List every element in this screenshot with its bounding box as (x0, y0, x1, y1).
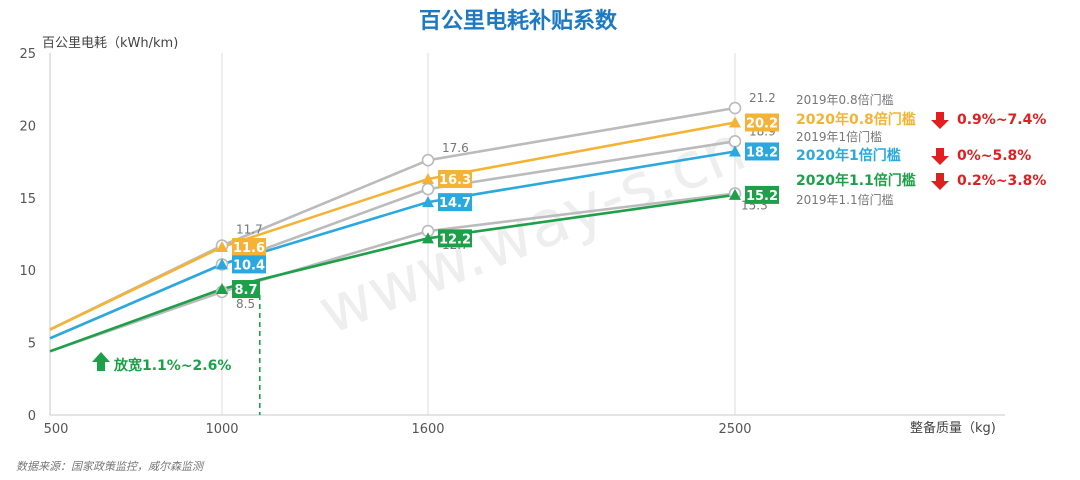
up-arrow-icon (92, 352, 110, 371)
series-point (729, 188, 741, 200)
data-label-box (438, 193, 472, 212)
label-layer: 11.717.621.210.415.618.98.512.715.311.61… (232, 91, 779, 311)
y-axis-title: 百公里电耗（kWh/km) (42, 36, 178, 51)
change-label: 0%~5.8% (957, 148, 1031, 164)
y-tick-label: 5 (28, 337, 36, 352)
data-label: 18.2 (746, 145, 778, 160)
change-label: 0.9%~7.4% (957, 112, 1046, 128)
y-tick-label: 15 (19, 192, 36, 207)
x-tick-label: 500 (44, 422, 69, 437)
legend-layer: 2019年0.8倍门槛 2020年0.8倍门槛 0.9%~7.4% 2019年1倍门槛… (796, 92, 1046, 207)
series-name-label: 2019年1.1倍门槛 (796, 192, 894, 207)
relax-note-group: 放宽1.1%~2.6% (92, 352, 231, 374)
data-label: 8.5 (236, 297, 255, 311)
series-point (216, 241, 228, 253)
data-label: 15.2 (746, 189, 778, 204)
series-point (422, 196, 434, 208)
data-label: 21.2 (749, 91, 776, 105)
data-label-box (232, 280, 260, 299)
change-label: 0.2%~3.8% (957, 173, 1046, 189)
x-tick-label: 1600 (411, 422, 444, 437)
y-tick-label: 0 (28, 409, 36, 424)
series-point (216, 258, 228, 270)
data-label: 10.4 (233, 258, 265, 273)
x-axis-title: 整备质量（kg) (910, 420, 996, 436)
series-point (422, 232, 434, 244)
series-name-label: 2020年1倍门槛 (796, 147, 901, 164)
down-arrow-icon (931, 148, 949, 165)
data-label: 8.7 (234, 283, 257, 298)
y-tick-label: 20 (19, 119, 36, 134)
x-tick-label: 1000 (205, 422, 238, 437)
series-point (422, 172, 434, 184)
series-line (49, 192, 736, 353)
down-arrow-icon (931, 112, 949, 129)
series-line (49, 121, 736, 331)
x-tick-label: 2500 (718, 422, 751, 437)
data-label-box (745, 142, 779, 161)
series-line (49, 150, 736, 340)
data-label: 11.6 (233, 241, 265, 256)
data-label-box (438, 229, 472, 248)
data-label: 11.7 (236, 223, 263, 237)
chart-title: 百公里电耗补贴系数 (419, 8, 618, 34)
series-name-label: 2020年0.8倍门槛 (796, 111, 916, 128)
y-tick-label: 25 (19, 47, 36, 62)
series-name-label: 2019年0.8倍门槛 (796, 92, 894, 107)
data-label: 14.7 (439, 196, 471, 211)
series-name-label: 2020年1.1倍门槛 (796, 172, 916, 189)
y-tick-label: 10 (19, 264, 36, 279)
relax-note: 放宽1.1%~2.6% (113, 357, 231, 374)
data-label-box (438, 169, 472, 188)
series-point (421, 182, 435, 196)
series-line (49, 193, 736, 353)
data-label: 16.3 (439, 173, 471, 188)
series-point (729, 116, 741, 128)
data-label: 20.2 (746, 117, 778, 132)
data-label-box (232, 238, 266, 257)
source-note: 数据来源：国家政策监控，威尔森监测 (16, 460, 205, 473)
series-point (421, 153, 435, 167)
series-name-label: 2019年1倍门槛 (796, 129, 882, 144)
series-point (728, 135, 742, 148)
series-point (728, 101, 742, 115)
down-arrow-icon (931, 173, 949, 190)
data-label-box (745, 185, 779, 204)
data-label: 17.6 (442, 141, 469, 155)
axis-layer: 0 5 10 15 20 25 500 1000 1600 2500 (19, 47, 1005, 437)
series-point (216, 283, 228, 295)
data-label-box (745, 113, 779, 132)
series-layer (49, 101, 742, 353)
data-label: 12.2 (439, 232, 471, 247)
data-label-box (232, 255, 266, 274)
series-point (729, 145, 741, 157)
